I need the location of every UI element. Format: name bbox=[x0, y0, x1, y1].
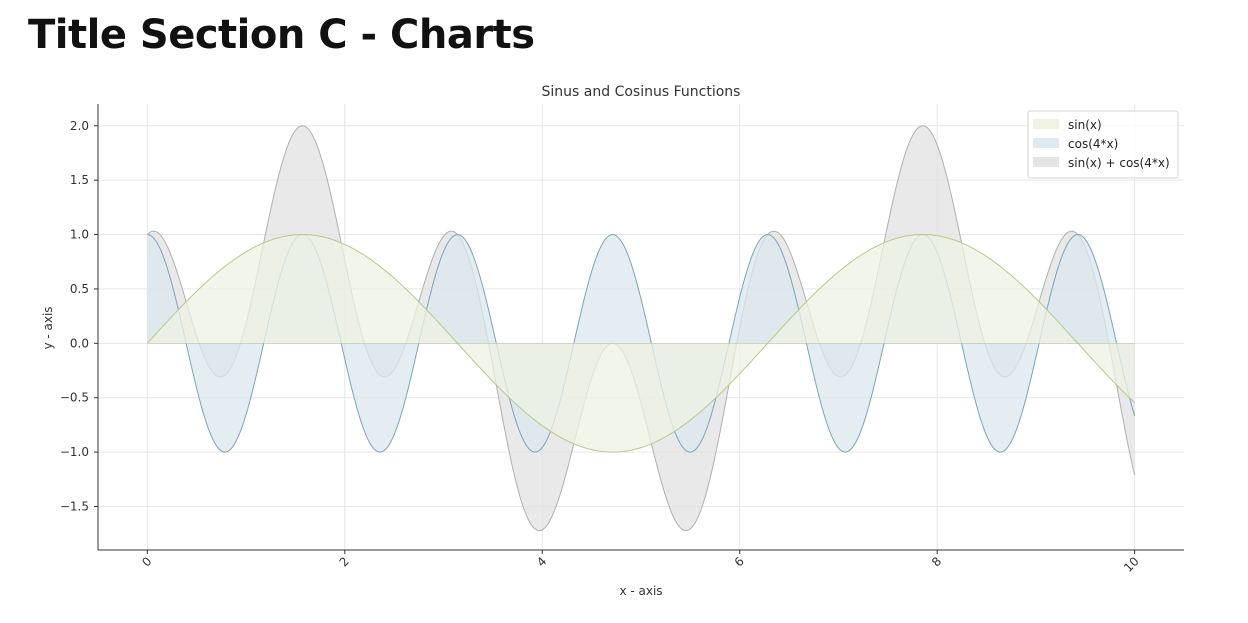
series-area-2 bbox=[147, 125, 1135, 531]
x-tick-label: 4 bbox=[534, 554, 549, 569]
chart-title: Sinus and Cosinus Functions bbox=[542, 84, 741, 100]
page-title: Title Section C - Charts bbox=[28, 12, 535, 58]
legend-swatch bbox=[1033, 157, 1059, 167]
legend: sin(x) cos(4*x) sin(x) + cos(4*x) bbox=[1027, 110, 1179, 179]
axes: −1.5 −1.0 −0.5 0.0 0.5 1.0 1.5 2.0 0 2 4 6 8 10 bbox=[60, 104, 1184, 575]
y-tick-label: 1.0 bbox=[70, 228, 89, 242]
y-tick-label: −1.5 bbox=[60, 499, 89, 513]
legend-swatch bbox=[1033, 138, 1059, 148]
y-tick-label: 1.5 bbox=[70, 173, 89, 187]
y-axis-label: y - axis bbox=[41, 306, 55, 349]
y-tick-label: −1.0 bbox=[60, 445, 89, 459]
y-tick-label: 0.0 bbox=[70, 336, 89, 350]
x-tick-label: 0 bbox=[139, 554, 154, 569]
x-tick-label: 8 bbox=[929, 554, 944, 569]
legend-box bbox=[1027, 110, 1179, 179]
y-tick-label: −0.5 bbox=[60, 391, 89, 405]
y-tick-label: 2.0 bbox=[70, 119, 89, 133]
y-tick-label: 0.5 bbox=[70, 282, 89, 296]
x-tick-label: 10 bbox=[1121, 554, 1142, 575]
legend-swatch bbox=[1033, 119, 1059, 129]
x-axis-label: x - axis bbox=[619, 584, 662, 598]
series-line-0 bbox=[146, 234, 1135, 453]
series-layer bbox=[146, 125, 1136, 532]
x-tick-label: 6 bbox=[732, 554, 747, 569]
legend-label: sin(x) + cos(4*x) bbox=[1068, 156, 1170, 170]
legend-label: cos(4*x) bbox=[1068, 137, 1118, 151]
x-tick-label: 2 bbox=[337, 554, 352, 569]
legend-label: sin(x) bbox=[1068, 118, 1102, 132]
